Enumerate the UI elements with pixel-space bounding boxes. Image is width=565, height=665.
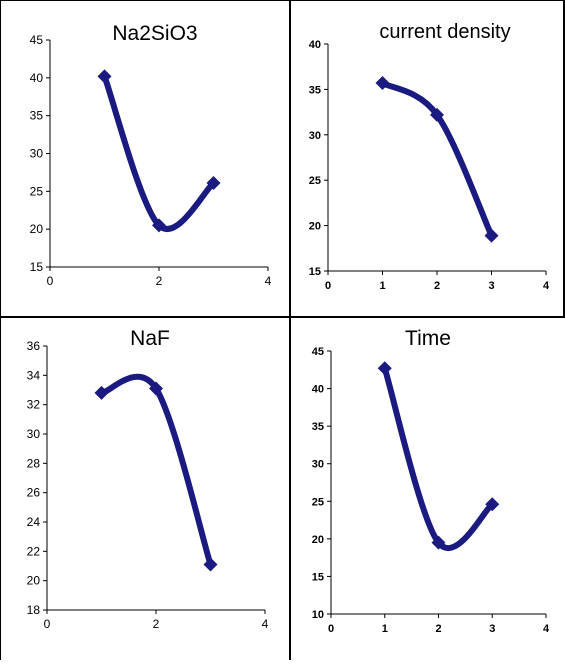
series-line [101, 73, 217, 232]
y-tick-label: 26 [27, 486, 41, 500]
data-point-marker [152, 218, 166, 233]
x-tick-label: 1 [382, 623, 388, 635]
y-tick-label: 40 [312, 384, 324, 396]
chart-title: Time [405, 327, 451, 350]
chart-svg-na2sio3: Na2SiO3 15 20 25 30 35 40 45 0 2 4 [30, 22, 272, 288]
series-line [98, 373, 214, 568]
y-tick-label: 15 [312, 571, 324, 583]
x-tick-label: 4 [265, 274, 272, 288]
x-tick-label: 3 [488, 280, 494, 292]
data-point-marker [485, 497, 500, 512]
x-tick-label: 4 [262, 617, 269, 631]
y-tick-label: 15 [30, 260, 44, 274]
data-point-marker [94, 385, 109, 400]
x-tick-label: 2 [156, 274, 163, 288]
y-tick-label: 45 [312, 346, 324, 358]
y-tick-label: 28 [27, 456, 41, 470]
y-tick-label: 40 [30, 71, 44, 85]
chart-title: current density [379, 21, 510, 43]
x-tick-label: 3 [489, 623, 495, 635]
x-tick-label: 1 [379, 280, 385, 292]
data-point-marker [206, 176, 221, 191]
data-point-marker [375, 76, 390, 91]
data-point-marker [484, 228, 499, 243]
data-point-marker [431, 535, 446, 550]
y-tick-label: 40 [309, 39, 321, 51]
y-tick-label: 25 [312, 496, 324, 508]
y-tick-label: 30 [312, 459, 324, 471]
series-line [379, 80, 495, 239]
x-tick-label: 0 [47, 274, 54, 288]
chart-svg-time: Time 10 15 20 25 30 35 40 45 0 1 2 3 4 [312, 327, 550, 635]
chart-title: Na2SiO3 [112, 22, 197, 45]
y-tick-label: 15 [309, 266, 321, 278]
series-line [381, 365, 496, 552]
y-tick-label: 30 [27, 427, 41, 441]
x-tick-label: 0 [325, 280, 331, 292]
y-tick-label: 22 [27, 544, 41, 558]
y-tick-label: 20 [309, 221, 321, 233]
x-tick-label: 4 [543, 280, 550, 292]
chart-panel-time: Time 10 15 20 25 30 35 40 45 0 1 2 3 4 [292, 319, 565, 660]
chart-panel-current-density: current density 15 20 25 30 35 40 0 1 2 3 4 [292, 0, 565, 317]
x-tick-label: 4 [543, 623, 550, 635]
x-tick-label: 0 [44, 617, 51, 631]
chart-panel-na2sio3: Na2SiO3 15 20 25 30 35 40 45 0 2 4 [0, 0, 290, 317]
y-tick-label: 25 [309, 175, 321, 187]
y-tick-label: 20 [30, 222, 44, 236]
y-tick-label: 34 [27, 368, 41, 382]
y-tick-label: 36 [27, 339, 41, 353]
y-tick-label: 35 [30, 109, 44, 123]
y-tick-label: 25 [30, 184, 44, 198]
x-tick-label: 0 [328, 623, 334, 635]
y-tick-label: 32 [27, 398, 41, 412]
chart-svg-current-density: current density 15 20 25 30 35 40 0 1 2 3 4 [309, 21, 550, 292]
y-tick-label: 30 [309, 130, 321, 142]
y-tick-label: 30 [30, 147, 44, 161]
y-tick-label: 24 [27, 515, 41, 529]
y-tick-label: 20 [27, 574, 41, 588]
y-tick-label: 10 [312, 609, 324, 621]
data-point-marker [149, 381, 163, 396]
data-point-marker [377, 361, 392, 376]
y-tick-label: 35 [309, 84, 321, 96]
y-tick-label: 20 [312, 534, 324, 546]
chart-panel-naf: NaF 18 20 22 24 26 28 30 32 34 36 0 2 4 [0, 319, 290, 660]
y-tick-label: 35 [312, 421, 324, 433]
data-point-marker [97, 69, 112, 84]
x-tick-label: 2 [435, 623, 441, 635]
chart-title: NaF [130, 327, 170, 350]
y-tick-label: 18 [27, 603, 41, 617]
x-tick-label: 2 [153, 617, 160, 631]
data-point-marker [203, 557, 218, 572]
x-tick-label: 2 [434, 280, 440, 292]
y-tick-label: 45 [30, 33, 44, 47]
data-point-marker [430, 107, 444, 122]
